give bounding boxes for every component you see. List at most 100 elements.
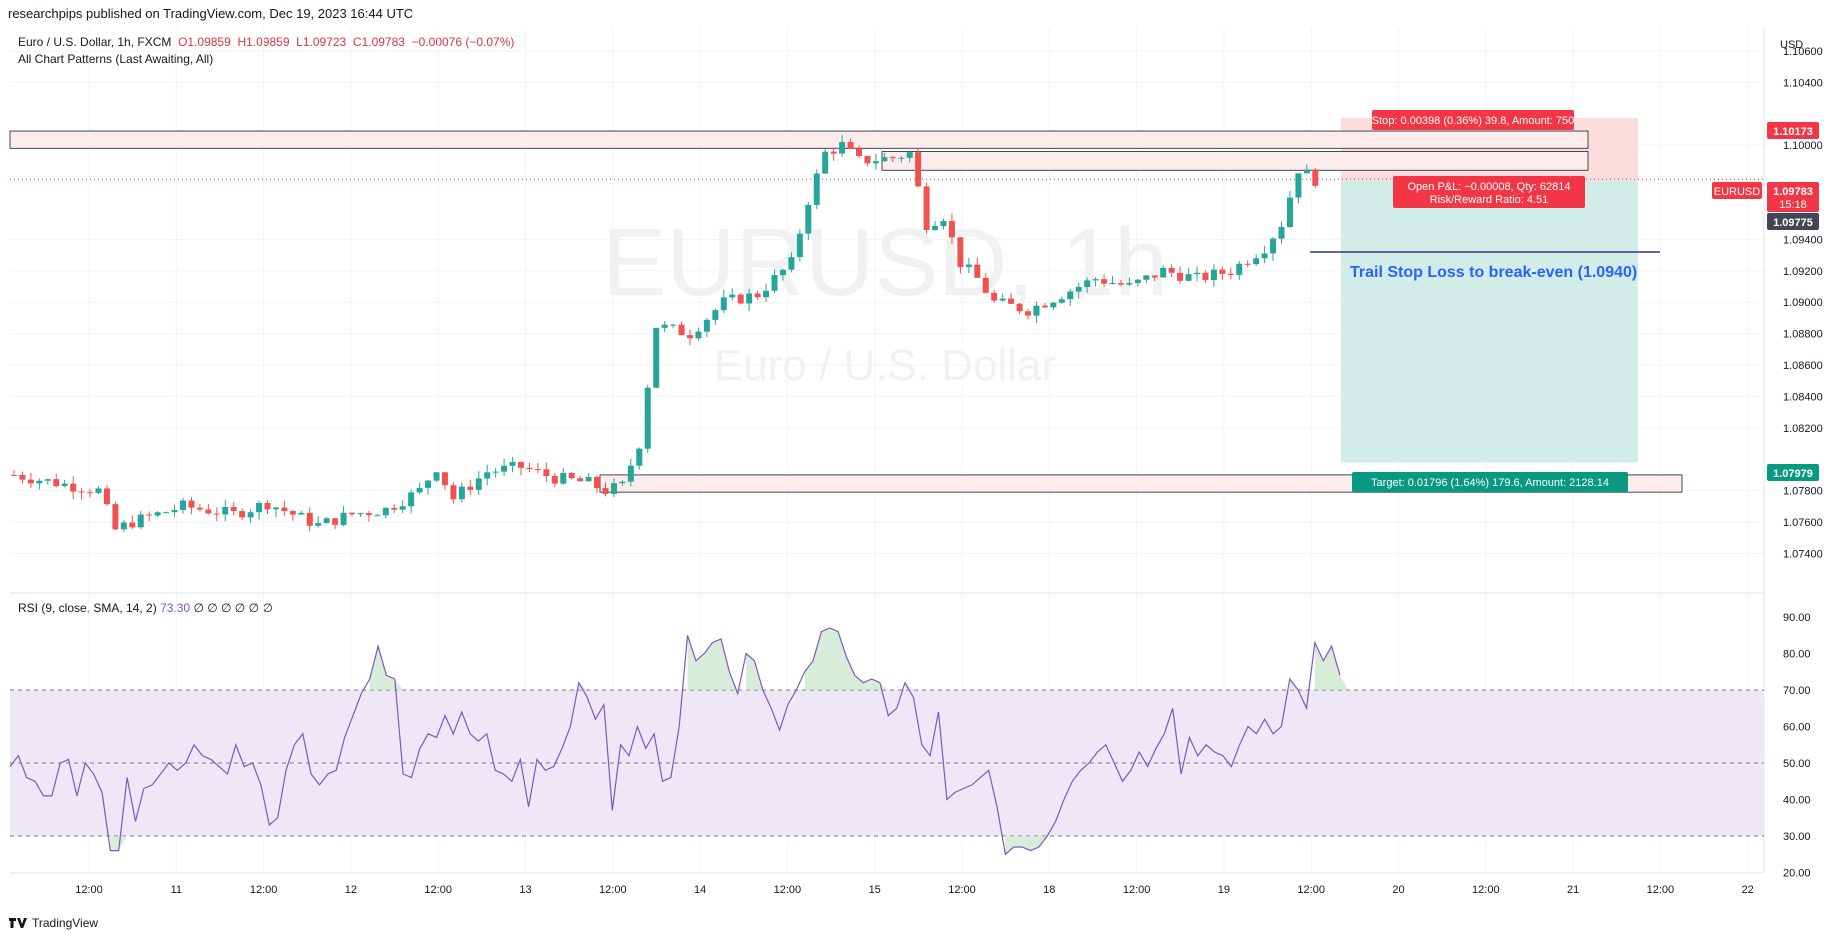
candle-body [61,483,68,487]
pattern-resistance-box [9,130,1589,149]
candle-body [1151,275,1158,278]
candle-body [374,515,381,517]
footer-brand[interactable]: TradingView [8,914,98,932]
candle-body [171,510,178,513]
candle-body [889,157,896,159]
candle-body [399,506,406,510]
candle-body [1160,267,1167,278]
candle-body [1185,274,1192,281]
open-pl-label: Open P&L: −0.00008, Qty: 62814 [1408,181,1571,193]
rsi-axis-label: 50.00 [1783,758,1811,770]
candle-body [864,156,871,164]
price-axis-label: 1.10400 [1783,77,1823,89]
rsi-band [10,690,1764,836]
publisher-header: researchpips published on TradingView.co… [8,6,414,21]
legend-indicator[interactable]: All Chart Patterns (Last Awaiting, All) [18,52,214,66]
candle-body [653,327,660,388]
candle-body [222,506,229,515]
candle-body [281,507,288,512]
candle-body [180,500,186,511]
rsi-legend-value: 73.30 [160,601,191,615]
candle-body [1194,272,1200,275]
candle-body [839,142,846,154]
candle-body [1033,305,1040,316]
price-axis[interactable]: 1.10600 1.10400 1.10000 1.09400 1.09200 1.090… [1783,46,1823,560]
candle-body [467,486,474,490]
rsi-axis-label: 90.00 [1783,612,1811,624]
entry-price-text: 1.09775 [1773,217,1813,229]
candle-body [247,512,254,518]
candle-body [805,204,812,234]
time-axis-label: 22 [1742,884,1754,896]
candle-body [813,173,820,205]
pattern-range-box [881,150,1589,171]
candle-body [323,518,330,524]
candle-body [509,462,516,466]
currency-label[interactable]: USD [1780,39,1803,51]
candle-body [898,157,905,159]
candle-body [687,335,693,339]
target-price-text: 1.07979 [1773,468,1813,480]
candle-body [1084,280,1091,288]
candle-body [53,479,60,487]
time-axis-label: 21 [1567,884,1579,896]
target-label-box [1352,472,1628,492]
candle-body [720,297,727,311]
tradingview-logo-icon [9,918,27,928]
candle-body [306,512,313,526]
candle-body [830,151,837,154]
time-axis-label: 12:00 [250,884,278,896]
candle-body [1075,287,1082,292]
price-axis-label: 1.08800 [1783,329,1823,341]
candle-body [1177,272,1184,281]
last-price-tag [1767,182,1819,212]
candle-body [594,476,601,489]
price-axis-label: 1.09400 [1783,234,1823,246]
candle-body [543,469,550,476]
candle-body [534,469,541,471]
candle-body [923,186,930,230]
rsi-axis[interactable]: 90.00 80.00 70.00 60.00 50.00 40.00 30.00 20.00 [1783,612,1811,880]
target-zone [1341,180,1638,463]
chart-area[interactable]: EURUSD, 1h Euro / U.S. Dollar Stop: 0.00… [0,0,1835,912]
candle-body [1109,283,1116,285]
open-pl-box [1393,176,1585,208]
candle-body [416,487,423,493]
candle-body [315,523,322,526]
price-axis-label: 1.10000 [1783,140,1823,152]
time-axis-label: 15 [869,884,881,896]
time-axis[interactable]: 12:00 11 12:00 12 12:00 13 12:00 14 12:00 15 12:00… [75,884,1754,896]
candle-body [196,507,203,510]
candle-body [289,511,296,515]
symbol-tag [1712,182,1762,199]
candle-body [230,506,237,512]
candle-body [120,522,127,530]
candle-body [382,507,389,516]
time-axis-label: 12:00 [424,884,452,896]
entry-price-tag [1767,213,1819,230]
candle-body [70,483,77,492]
candle-body [703,319,710,332]
candle-body [1067,291,1074,300]
time-axis-label: 20 [1392,884,1404,896]
time-axis-label: 13 [519,884,531,896]
stop-price-tag [1767,122,1819,139]
candle-body [627,465,634,482]
candle-body [847,142,854,149]
candle-body [636,448,643,466]
candle-body [87,492,94,494]
candle-body [763,290,770,298]
candle-body [560,473,567,484]
rsi-legend-extras: ∅ ∅ ∅ ∅ ∅ ∅ [193,601,273,615]
candle-body [188,500,195,508]
candle-body [146,514,153,516]
candle-body [340,512,347,525]
rsi-legend-name[interactable]: RSI (9, close, SMA, 14, 2) [18,601,157,615]
candle-body [1092,279,1099,281]
legend-symbol[interactable]: Euro / U.S. Dollar, 1h, FXCM [18,35,172,49]
watermark-ticker: EURUSD, 1h [602,209,1168,316]
candle-body [1312,169,1319,186]
candle-body [856,148,862,157]
rsi-axis-label: 60.00 [1783,722,1811,734]
candle-body [932,226,939,230]
